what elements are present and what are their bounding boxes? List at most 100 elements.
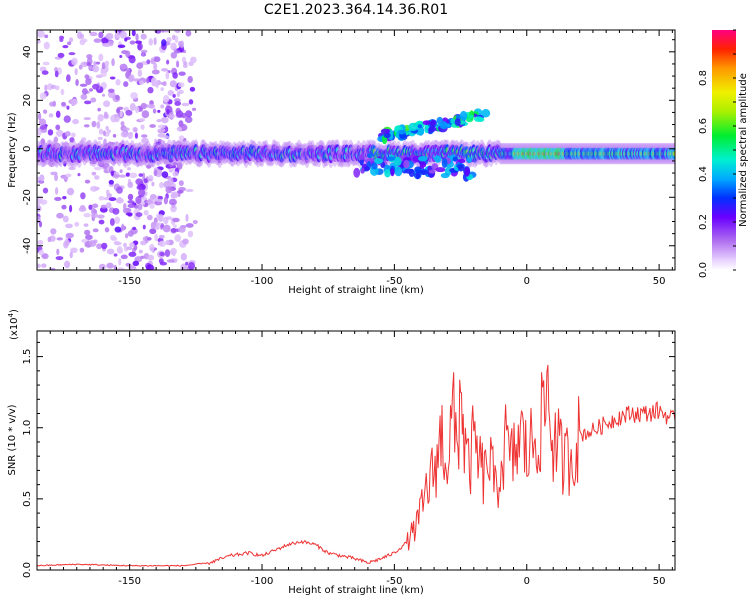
spectrogram-noise-blob bbox=[41, 70, 49, 75]
spectrogram-noise-blob bbox=[132, 127, 138, 133]
spectrogram-noise-blob bbox=[69, 37, 74, 43]
spectrogram-noise-blob bbox=[160, 87, 164, 92]
spectrogram-noise-blob bbox=[163, 94, 170, 103]
spectrogram-noise-blob bbox=[150, 77, 157, 85]
spectrogram-noise-blob bbox=[125, 109, 133, 116]
spectrogram-noise-blob bbox=[120, 130, 129, 138]
spectrogram-noise-blob bbox=[56, 248, 60, 256]
spectrogram-noise-blob bbox=[117, 248, 123, 254]
spectrogram-noise-blob bbox=[176, 91, 181, 98]
snr-y-tick-label: 0.0 bbox=[22, 562, 33, 578]
spectrogram-branch-blob bbox=[390, 168, 395, 177]
spectrogram-noise-blob bbox=[127, 193, 134, 201]
spectrogram-noise-blob bbox=[103, 111, 108, 119]
spectrogram-noise-blob bbox=[109, 218, 115, 226]
snr-y-tick-label: 1.0 bbox=[22, 420, 33, 436]
colorbar-tick-label: 0.4 bbox=[698, 166, 709, 182]
spectrogram-noise-blob bbox=[54, 70, 59, 78]
spectrogram-noise-blob bbox=[37, 39, 41, 44]
spectrogram-noise-blob bbox=[137, 188, 146, 197]
spectrogram-noise-blob bbox=[80, 61, 89, 68]
spectrogram-noise-blob bbox=[136, 62, 144, 69]
spectrogram-noise-blob bbox=[157, 109, 161, 113]
spectrogram-noise-blob bbox=[159, 261, 167, 266]
spectrogram-noise-blob bbox=[83, 223, 89, 227]
spectrogram-noise-blob bbox=[168, 114, 176, 119]
spectrogram-noise-blob bbox=[157, 124, 166, 129]
spectrogram-noise-blob bbox=[74, 221, 80, 227]
spectrogram-noise-blob bbox=[39, 174, 45, 182]
spectrogram-noise-blob bbox=[117, 106, 124, 110]
spectrogram-noise-blob bbox=[63, 115, 71, 123]
spectrogram-branch-blob bbox=[422, 120, 431, 126]
spectrogram-noise-blob bbox=[61, 101, 67, 107]
snr-y-tick-label: 1.5 bbox=[22, 349, 33, 365]
spectrogram-noise-blob bbox=[127, 181, 134, 189]
spectrogram-y-tick-label: 40 bbox=[22, 45, 33, 58]
spectrogram-noise-blob bbox=[163, 216, 169, 225]
spectrogram-noise-blob bbox=[128, 55, 136, 64]
snr-plot-area bbox=[37, 331, 675, 570]
spectrogram-noise-blob bbox=[165, 164, 173, 169]
spectrogram-noise-blob bbox=[89, 240, 97, 247]
spectrogram-y-tick-label: -40 bbox=[22, 238, 33, 254]
spectrogram-noise-blob bbox=[147, 254, 155, 261]
spectrogram-noise-blob bbox=[88, 64, 93, 71]
spectrogram-noise-blob bbox=[53, 136, 59, 143]
spectrogram-noise-blob bbox=[143, 178, 148, 184]
snr-x-tick-label: -100 bbox=[251, 576, 274, 587]
spectrogram-noise-blob bbox=[65, 74, 71, 82]
spectrogram-noise-blob bbox=[96, 243, 103, 250]
spectrogram-noise-blob bbox=[75, 79, 79, 87]
spectrogram-noise-blob bbox=[56, 212, 64, 219]
spectrogram-noise-blob bbox=[78, 206, 87, 212]
spectrogram-noise-blob bbox=[164, 249, 171, 257]
spectrogram-noise-blob bbox=[91, 203, 99, 209]
spectrogram-noise-blob bbox=[160, 104, 165, 109]
spectrogram-noise-blob bbox=[184, 116, 193, 123]
spectrogram-noise-blob bbox=[66, 187, 75, 196]
spectrogram-noise-blob bbox=[39, 199, 48, 205]
spectrogram-branch-blob bbox=[428, 169, 436, 174]
spectrogram-noise-blob bbox=[163, 135, 170, 139]
spectrogram-noise-blob bbox=[59, 35, 65, 40]
spectrogram-noise-blob bbox=[156, 119, 162, 123]
spectrogram-noise-blob bbox=[141, 51, 145, 57]
spectrogram-noise-blob bbox=[38, 118, 47, 127]
spectrogram-noise-blob bbox=[125, 172, 131, 177]
spectrogram-branch-blob bbox=[364, 165, 370, 172]
spectrogram-branch-blob bbox=[458, 158, 466, 164]
spectrogram-noise-blob bbox=[105, 32, 114, 40]
spectrogram-noise-blob bbox=[37, 112, 42, 121]
spectrogram-noise-blob bbox=[107, 88, 115, 93]
spectrogram-noise-blob bbox=[88, 204, 93, 210]
spectrogram-noise-blob bbox=[135, 196, 142, 204]
spectrogram-noise-blob bbox=[71, 57, 78, 66]
spectrogram-noise-blob bbox=[93, 38, 102, 43]
spectrogram-noise-blob bbox=[176, 162, 183, 170]
spectrogram-noise-blob bbox=[153, 56, 161, 63]
spectrogram-noise-blob bbox=[117, 196, 123, 204]
spectrogram-noise-blob bbox=[79, 33, 85, 39]
spectrogram-noise-blob bbox=[174, 101, 182, 106]
spectrogram-noise-blob bbox=[98, 31, 104, 39]
spectrogram-noise-blob bbox=[112, 133, 117, 138]
spectrogram-noise-blob bbox=[83, 213, 91, 218]
spectrogram-noise-blob bbox=[172, 171, 179, 177]
spectrogram-noise-blob bbox=[62, 45, 69, 49]
snr-x-tick-label: 50 bbox=[653, 576, 666, 587]
spectrogram-noise-blob bbox=[188, 99, 194, 105]
spectrogram-noise-blob bbox=[101, 37, 109, 44]
spectrogram-branch-blob bbox=[481, 108, 491, 118]
spectrogram-noise-blob bbox=[175, 110, 184, 118]
spectrogram-noise-blob bbox=[166, 59, 170, 65]
spectrogram-noise-blob bbox=[98, 219, 105, 225]
spectrogram-noise-blob bbox=[161, 68, 169, 72]
spectrogram-noise-blob bbox=[96, 121, 101, 129]
spectrogram-noise-blob bbox=[185, 214, 189, 222]
spectrogram-noise-blob bbox=[135, 178, 144, 186]
spectrogram-noise-blob bbox=[114, 216, 121, 224]
spectrogram-noise-blob bbox=[115, 78, 121, 86]
spectrogram-noise-blob bbox=[147, 86, 154, 94]
